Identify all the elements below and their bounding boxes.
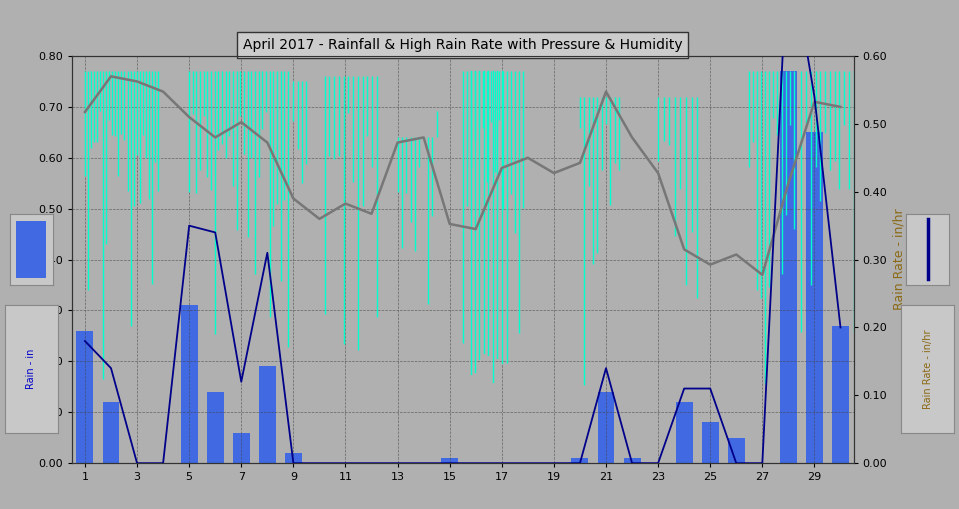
Bar xyxy=(233,433,249,463)
Bar xyxy=(676,402,692,463)
Text: Rain - in: Rain - in xyxy=(26,349,36,389)
Bar xyxy=(623,458,641,463)
Bar xyxy=(77,331,93,463)
Bar xyxy=(728,438,745,463)
Bar xyxy=(572,458,589,463)
Text: Rain Rate - in/hr: Rain Rate - in/hr xyxy=(923,329,933,409)
Bar xyxy=(702,422,718,463)
Title: April 2017 - Rainfall & High Rain Rate with Pressure & Humidity: April 2017 - Rainfall & High Rain Rate w… xyxy=(243,38,683,52)
Bar xyxy=(597,392,615,463)
Bar xyxy=(180,305,198,463)
Bar xyxy=(806,132,823,463)
FancyBboxPatch shape xyxy=(16,221,46,278)
Bar xyxy=(285,453,302,463)
Y-axis label: Rain - in: Rain - in xyxy=(19,234,33,286)
Y-axis label: Rain Rate - in/hr: Rain Rate - in/hr xyxy=(893,209,906,310)
Bar xyxy=(207,392,223,463)
Bar xyxy=(441,458,458,463)
Bar xyxy=(103,402,120,463)
Bar xyxy=(780,71,797,463)
Bar xyxy=(832,326,849,463)
Bar xyxy=(259,366,276,463)
